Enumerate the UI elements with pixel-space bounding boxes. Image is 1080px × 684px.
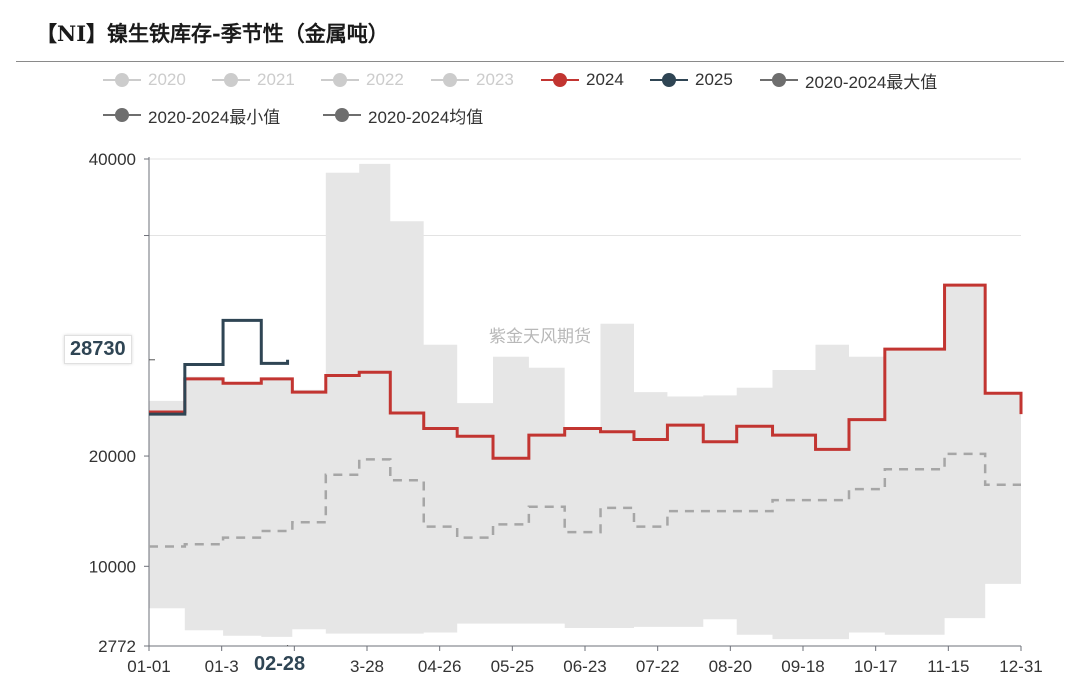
legend-marker-2021	[212, 73, 250, 87]
x-tick-label-7: 07-22	[636, 657, 679, 676]
y-tick-label-2: 20000	[89, 447, 136, 466]
legend-item-2020[interactable]: 2020	[102, 69, 186, 91]
legend-label-max: 2020-2024最大值	[805, 72, 938, 92]
legend-marker-2022	[321, 73, 359, 87]
legend-marker-2025	[650, 73, 688, 87]
x-tick-label-8: 08-20	[709, 657, 752, 676]
legend-marker-2020	[103, 73, 141, 87]
x-tick-label-10: 10-17	[854, 657, 897, 676]
legend-item-min[interactable]: 2020-2024最小值	[102, 104, 281, 127]
x-tick-label-12: 12-31	[999, 657, 1042, 676]
legend-item-2025[interactable]: 2025	[649, 69, 733, 91]
y-tick-label-4: 40000	[89, 150, 136, 169]
x-tick-label-0: 01-01	[127, 657, 170, 676]
x-tick-label-1: 01-3	[205, 657, 239, 676]
legend-label-2024: 2024	[586, 70, 624, 89]
legend-item-2022[interactable]: 2022	[320, 69, 404, 91]
x-pointer-label: 02-28	[254, 653, 306, 675]
y-pointer-label: 28730	[64, 335, 132, 364]
y-tick-label-0: 2772	[98, 637, 136, 656]
legend-marker-max	[760, 73, 798, 87]
legend: 2020 2021 2022 2023 2024 2025 2020-2024最…	[0, 0, 1080, 140]
x-tick-label-9: 09-18	[781, 657, 824, 676]
range-band	[149, 163, 1021, 640]
legend-label-min: 2020-2024最小值	[148, 107, 281, 127]
x-tick-label-5: 05-25	[491, 657, 534, 676]
x-tick-label-3: 3-28	[350, 657, 384, 676]
legend-label-avg: 2020-2024均值	[368, 107, 484, 127]
title-divider	[16, 61, 1064, 62]
x-tick-label-6: 06-23	[563, 657, 606, 676]
page-title: 【NI】镍生铁库存-季节性（金属吨）	[36, 21, 389, 46]
legend-marker-2024	[541, 73, 579, 87]
legend-item-2021[interactable]: 2021	[211, 69, 295, 91]
watermark-text: 紫金天风期货	[489, 327, 591, 347]
legend-item-max[interactable]: 2020-2024最大值	[759, 69, 938, 92]
series-line-avg	[149, 452, 1021, 548]
legend-label-2025: 2025	[695, 70, 733, 89]
series-line-2024	[149, 283, 1023, 460]
y-tick-label-1: 10000	[89, 557, 136, 576]
series-line-2025	[149, 318, 290, 416]
legend-item-avg[interactable]: 2020-2024均值	[322, 104, 484, 127]
legend-item-2023[interactable]: 2023	[430, 69, 514, 91]
legend-label-2023: 2023	[476, 70, 514, 89]
legend-label-2021: 2021	[257, 70, 295, 89]
legend-marker-2023	[431, 73, 469, 87]
legend-label-2022: 2022	[366, 70, 404, 89]
legend-item-2024[interactable]: 2024	[540, 69, 624, 91]
legend-marker-avg	[323, 108, 361, 122]
legend-label-2020: 2020	[148, 70, 186, 89]
x-tick-label-4: 04-26	[418, 657, 461, 676]
x-tick-label-11: 11-15	[927, 657, 969, 676]
legend-marker-min	[103, 108, 141, 122]
